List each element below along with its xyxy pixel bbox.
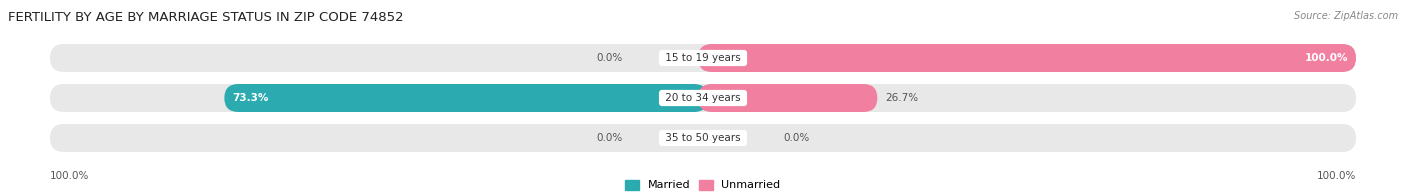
Text: 100.0%: 100.0%: [1316, 171, 1355, 181]
Text: 0.0%: 0.0%: [783, 133, 810, 143]
Text: 0.0%: 0.0%: [596, 133, 623, 143]
FancyBboxPatch shape: [51, 44, 1355, 72]
Legend: Married, Unmarried: Married, Unmarried: [626, 180, 780, 191]
Text: 100.0%: 100.0%: [51, 171, 90, 181]
Text: Source: ZipAtlas.com: Source: ZipAtlas.com: [1294, 11, 1398, 21]
Text: 100.0%: 100.0%: [1305, 53, 1348, 63]
FancyBboxPatch shape: [697, 84, 877, 112]
Text: FERTILITY BY AGE BY MARRIAGE STATUS IN ZIP CODE 74852: FERTILITY BY AGE BY MARRIAGE STATUS IN Z…: [8, 11, 404, 24]
Text: 26.7%: 26.7%: [886, 93, 918, 103]
Text: 15 to 19 years: 15 to 19 years: [662, 53, 744, 63]
FancyBboxPatch shape: [697, 44, 1355, 72]
Text: 35 to 50 years: 35 to 50 years: [662, 133, 744, 143]
FancyBboxPatch shape: [225, 84, 709, 112]
Text: 20 to 34 years: 20 to 34 years: [662, 93, 744, 103]
Text: 73.3%: 73.3%: [232, 93, 269, 103]
Text: 0.0%: 0.0%: [596, 53, 623, 63]
FancyBboxPatch shape: [51, 124, 1355, 152]
FancyBboxPatch shape: [51, 84, 1355, 112]
